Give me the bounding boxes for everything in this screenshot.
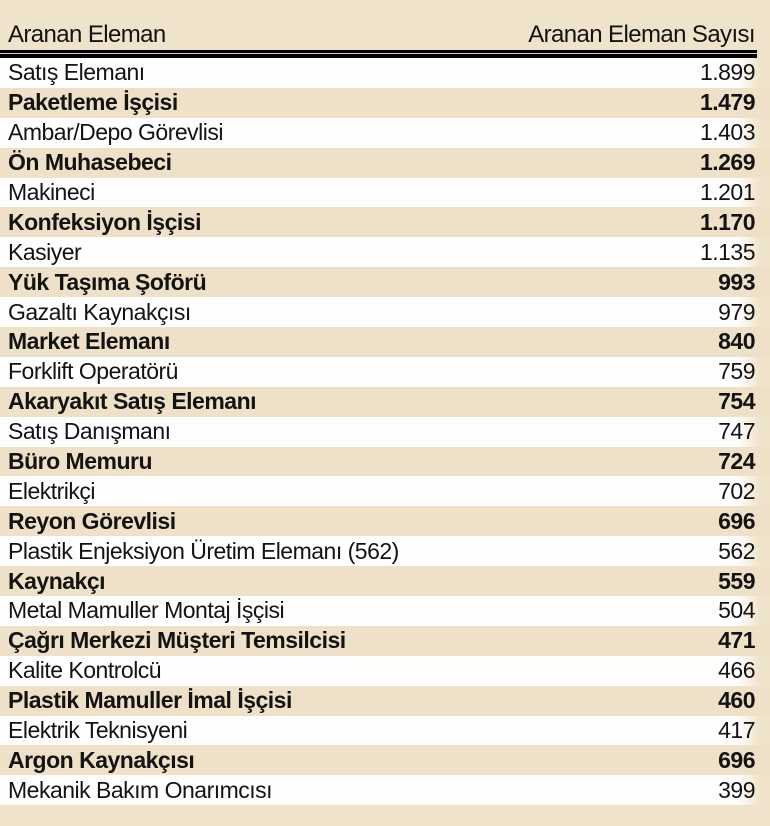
row-label: Konfeksiyon İşçisi	[8, 208, 201, 235]
row-label: Elektrik Teknisyeni	[8, 717, 188, 744]
row-count: 562	[718, 537, 755, 564]
row-count: 1.201	[699, 179, 756, 205]
column-header-position: Aranan Eleman	[8, 21, 166, 48]
table-row: Elektrik Teknisyeni 417	[0, 715, 770, 746]
table-header: Aranan Eleman Aranan Eleman Sayısı	[0, 0, 770, 50]
table-row: Paketleme İşçisi 1.479	[0, 87, 770, 118]
row-count: 724	[718, 448, 755, 475]
table-row: Plastik Mamuller İmal İşçisi 460	[0, 685, 770, 716]
row-label: Forklift Operatörü	[8, 358, 178, 385]
table-row: Ön Muhasebeci 1.269	[0, 147, 770, 178]
row-count: 702	[718, 477, 755, 504]
row-count: 1.135	[699, 238, 756, 265]
row-count: 979	[718, 298, 755, 325]
table-row: Satış Elemanı 1.899	[0, 58, 770, 88]
row-label: Kalite Kontrolcü	[8, 657, 162, 684]
table-row: Gazaltı Kaynakçısı 979	[0, 297, 770, 328]
table-row: Ambar/Depo Görevlisi 1.403	[0, 117, 770, 148]
row-count: 466	[718, 657, 755, 684]
row-count: 759	[718, 358, 755, 385]
row-count: 1.269	[699, 149, 756, 176]
row-label: Satış Elemanı	[8, 59, 145, 86]
row-count: 1.899	[699, 59, 756, 86]
row-count: 399	[718, 776, 755, 803]
header-divider	[0, 50, 757, 58]
row-count: 754	[718, 388, 755, 415]
row-label: Çağrı Merkezi Müşteri Temsilcisi	[8, 627, 346, 654]
row-label: Gazaltı Kaynakçısı	[8, 298, 191, 325]
table-row: Metal Mamuller Montaj İşçisi 504	[0, 596, 770, 626]
row-count: 840	[718, 328, 755, 355]
row-label: Akaryakıt Satış Elemanı	[8, 388, 257, 415]
row-label: Paketleme İşçisi	[8, 89, 178, 116]
table-row: Argon Kaynakçısı 696	[0, 745, 770, 776]
table-row: Kasiyer 1.135	[0, 237, 770, 268]
table-row: Forklift Operatörü 759	[0, 356, 770, 387]
row-label: Plastik Enjeksiyon Üretim Elemanı (562)	[8, 537, 399, 564]
row-count: 1.403	[699, 119, 756, 146]
table-row: Akaryakıt Satış Elemanı 754	[0, 386, 770, 417]
row-count: 460	[718, 687, 755, 714]
row-count: 696	[718, 507, 755, 534]
table-row: Reyon Görevlisi 696	[0, 506, 770, 537]
row-count: 471	[718, 627, 755, 654]
table-row: Plastik Enjeksiyon Üretim Elemanı (562) …	[0, 536, 770, 567]
row-count: 417	[718, 717, 755, 744]
row-label: Makineci	[8, 179, 95, 205]
table-row: Konfeksiyon İşçisi 1.170	[0, 207, 770, 238]
table-row: Çağrı Merkezi Müşteri Temsilcisi 471	[0, 625, 770, 656]
row-count: 1.479	[699, 89, 756, 116]
row-count: 993	[718, 268, 755, 295]
table-body: Satış Elemanı 1.899 Paketleme İşçisi 1.4…	[0, 58, 770, 806]
table-row: Satış Danışmanı 747	[0, 416, 770, 447]
row-label: Kasiyer	[8, 238, 82, 265]
table-row: Yük Taşıma Şoförü 993	[0, 267, 770, 298]
table-row: Market Elemanı 840	[0, 327, 770, 357]
table-row: Kalite Kontrolcü 466	[0, 655, 770, 686]
row-label: Mekanik Bakım Onarımcısı	[8, 776, 273, 803]
row-label: Argon Kaynakçısı	[8, 746, 195, 773]
row-label: Market Elemanı	[8, 328, 170, 355]
column-header-count: Aranan Eleman Sayısı	[528, 21, 755, 48]
row-label: Satış Danışmanı	[8, 418, 171, 445]
table-row: Makineci 1.201	[0, 177, 770, 208]
table-row: Kaynakçı 559	[0, 566, 770, 597]
row-label: Ambar/Depo Görevlisi	[8, 119, 223, 146]
row-label: Ön Muhasebeci	[8, 149, 172, 176]
row-count: 559	[718, 567, 755, 594]
row-label: Yük Taşıma Şoförü	[8, 268, 207, 295]
row-count: 504	[718, 597, 755, 624]
row-label: Plastik Mamuller İmal İşçisi	[8, 687, 292, 714]
row-label: Büro Memuru	[8, 448, 153, 475]
table-row: Mekanik Bakım Onarımcısı 399	[0, 775, 770, 806]
row-label: Metal Mamuller Montaj İşçisi	[8, 597, 285, 624]
row-label: Elektrikçi	[8, 477, 96, 504]
table-row: Büro Memuru 724	[0, 446, 770, 477]
row-label: Kaynakçı	[8, 567, 106, 594]
row-count: 696	[718, 746, 755, 773]
row-count: 747	[718, 418, 755, 445]
row-count: 1.170	[699, 208, 756, 235]
table-row: Elektrikçi 702	[0, 476, 770, 507]
row-label: Reyon Görevlisi	[8, 507, 176, 534]
